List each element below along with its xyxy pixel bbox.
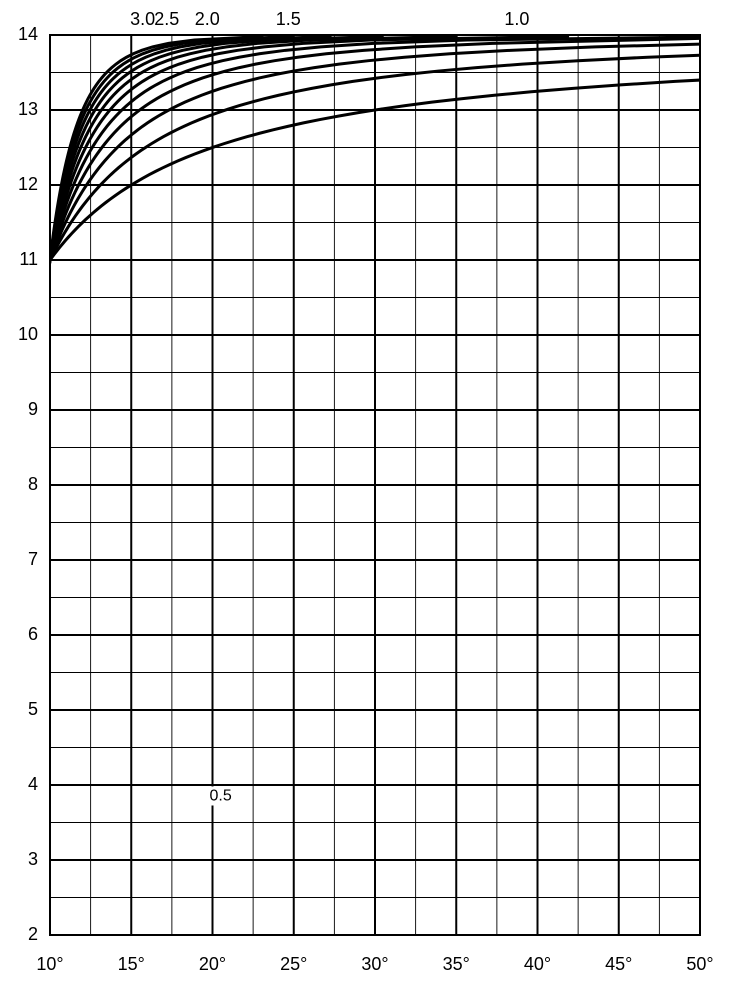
nomograph-chart: 10° 15° 20° 25° 30° 35° 40° 45° 50° 2 3 4 5 6 7 8 9 10 11 1… [0, 0, 739, 987]
x-tick-label: 20° [199, 954, 226, 974]
y-tick-label: 8 [28, 474, 38, 494]
y-tick-label: 7 [28, 549, 38, 569]
top-k-label: 1.5 [276, 9, 301, 29]
y-tick-label: 6 [28, 624, 38, 644]
x-tick-label: 30° [361, 954, 388, 974]
x-tick-label: 10° [36, 954, 63, 974]
y-tick-label: 5 [28, 699, 38, 719]
top-k-label: 1.0 [504, 9, 529, 29]
x-tick-label: 35° [443, 954, 470, 974]
x-tick-label: 40° [524, 954, 551, 974]
y-tick-label: 10 [18, 324, 38, 344]
y-tick-label: 14 [18, 24, 38, 44]
top-k-label: 2.0 [195, 9, 220, 29]
x-tick-label: 45° [605, 954, 632, 974]
y-tick-label: 13 [18, 99, 38, 119]
y-tick-label: 2 [28, 924, 38, 944]
top-k-label: 2.5 [154, 9, 179, 29]
y-tick-label: 11 [19, 249, 38, 269]
curve-annotation-0-5: 0.5 [210, 787, 232, 804]
x-tick-label: 50° [686, 954, 713, 974]
y-tick-label: 9 [28, 399, 38, 419]
y-tick-label: 12 [18, 174, 38, 194]
x-tick-label: 15° [118, 954, 145, 974]
top-k-label: 3.0 [130, 9, 155, 29]
y-tick-label: 4 [28, 774, 38, 794]
y-tick-label: 3 [28, 849, 38, 869]
x-tick-label: 25° [280, 954, 307, 974]
